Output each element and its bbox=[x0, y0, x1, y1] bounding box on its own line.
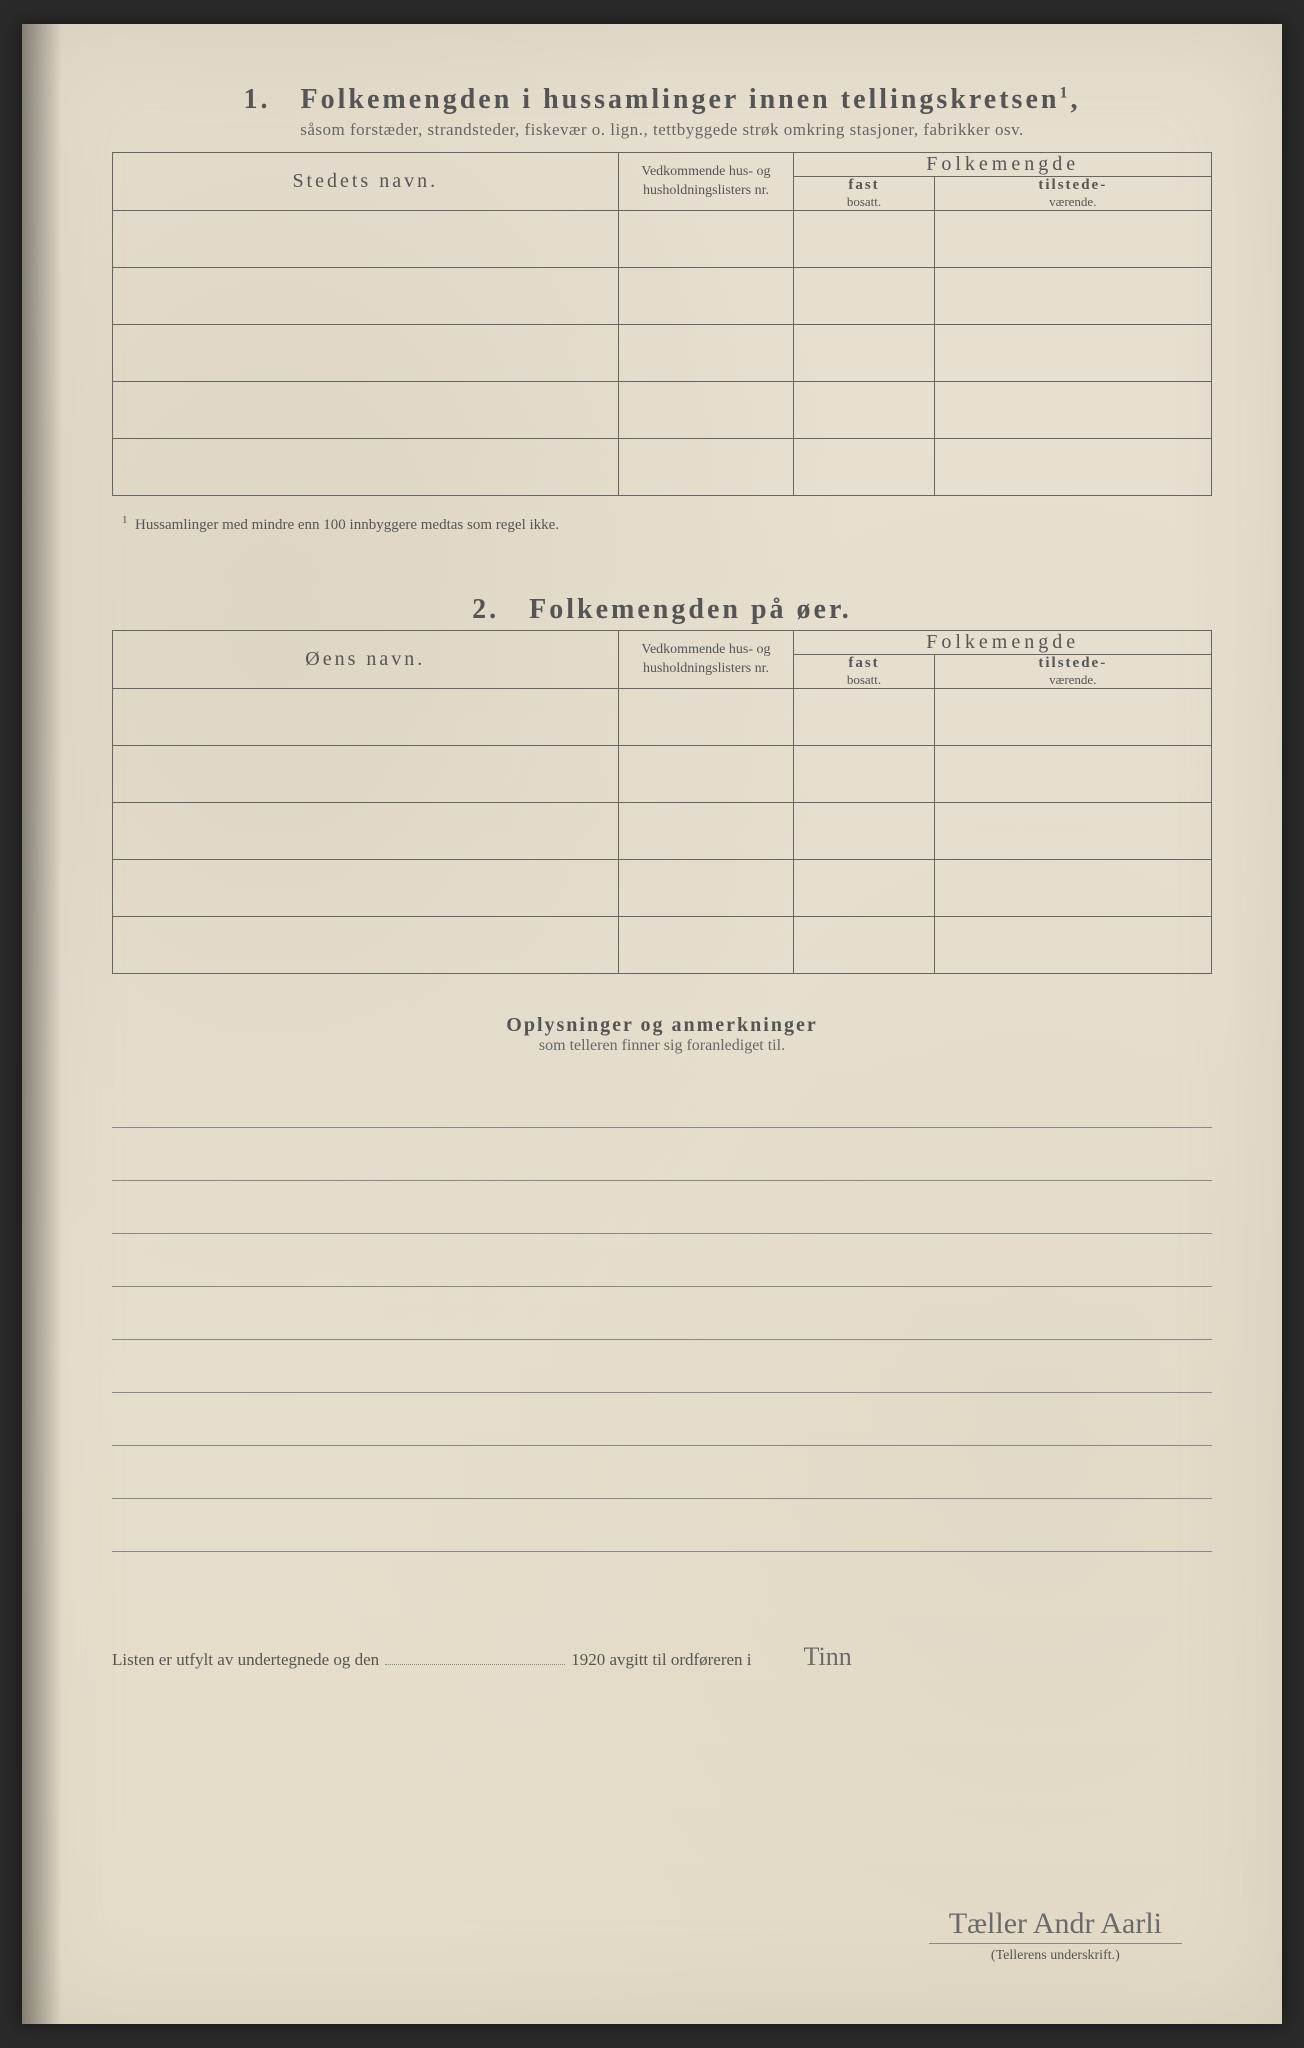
table-cell bbox=[113, 746, 619, 803]
s1-col-fast: fast bosatt. bbox=[794, 177, 934, 211]
sig-year: 1920 bbox=[571, 1650, 605, 1670]
s2-col-name: Øens navn. bbox=[113, 631, 619, 689]
remarks-title: Oplysninger og anmerkninger bbox=[112, 1014, 1212, 1037]
census-form-page: 1. Folkemengden i hussamlinger innen tel… bbox=[22, 24, 1282, 2024]
s1-col-name: Stedets navn. bbox=[113, 153, 619, 211]
table-row bbox=[113, 860, 1212, 917]
table-row bbox=[113, 268, 1212, 325]
table-cell bbox=[618, 268, 794, 325]
remark-line bbox=[112, 1499, 1212, 1552]
s2-col-fast: fast bosatt. bbox=[794, 655, 934, 689]
table-cell bbox=[113, 803, 619, 860]
table-row bbox=[113, 439, 1212, 496]
remark-line bbox=[112, 1287, 1212, 1340]
table-row bbox=[113, 211, 1212, 268]
table-cell bbox=[934, 382, 1211, 439]
table-row bbox=[113, 689, 1212, 746]
section1-sup: 1 bbox=[1059, 85, 1070, 102]
s1-col-til: tilstede- værende. bbox=[934, 177, 1211, 211]
table-row bbox=[113, 746, 1212, 803]
table-row bbox=[113, 917, 1212, 974]
remark-line bbox=[112, 1393, 1212, 1446]
sig-place-handwritten: Tinn bbox=[804, 1642, 852, 1672]
table-cell bbox=[934, 439, 1211, 496]
sig-pre: Listen er utfylt av undertegnede og den bbox=[112, 1650, 379, 1670]
section1-table: Stedets navn. Vedkommende hus- og hushol… bbox=[112, 152, 1212, 496]
remark-line bbox=[112, 1075, 1212, 1128]
table-cell bbox=[618, 439, 794, 496]
s2-col-pop: Folkemengde bbox=[794, 631, 1212, 655]
table-cell bbox=[618, 803, 794, 860]
table-cell bbox=[794, 439, 934, 496]
signature-caption: (Tellerens underskrift.) bbox=[929, 1948, 1182, 1964]
table-cell bbox=[934, 746, 1211, 803]
table-cell bbox=[618, 860, 794, 917]
table-cell bbox=[934, 860, 1211, 917]
section2-number: 2. bbox=[472, 594, 499, 625]
table-row bbox=[113, 325, 1212, 382]
sig-mid: avgitt til ordføreren i bbox=[609, 1650, 751, 1670]
section1-title-text: Folkemengden i hussamlinger innen tellin… bbox=[301, 84, 1060, 115]
remark-line bbox=[112, 1181, 1212, 1234]
s1-col-pop: Folkemengde bbox=[794, 153, 1212, 177]
table-cell bbox=[113, 689, 619, 746]
section1-subtitle: såsom forstæder, strandsteder, fiskevær … bbox=[112, 120, 1212, 140]
table-cell bbox=[794, 917, 934, 974]
table-cell bbox=[113, 211, 619, 268]
table-cell bbox=[113, 917, 619, 974]
table-cell bbox=[618, 689, 794, 746]
table-cell bbox=[794, 382, 934, 439]
table-cell bbox=[794, 746, 934, 803]
table-cell bbox=[618, 325, 794, 382]
table-cell bbox=[934, 689, 1211, 746]
s1-col-ref: Vedkommende hus- og husholdningslisters … bbox=[618, 153, 794, 211]
table-cell bbox=[794, 268, 934, 325]
s2-col-ref: Vedkommende hus- og husholdningslisters … bbox=[618, 631, 794, 689]
table-cell bbox=[934, 211, 1211, 268]
table-row bbox=[113, 803, 1212, 860]
table-cell bbox=[113, 325, 619, 382]
table-cell bbox=[794, 860, 934, 917]
s2-col-til: tilstede- værende. bbox=[934, 655, 1211, 689]
table-cell bbox=[934, 803, 1211, 860]
table-cell bbox=[618, 746, 794, 803]
table-cell bbox=[113, 382, 619, 439]
table-cell bbox=[618, 211, 794, 268]
section2-title-text: Folkemengden på øer. bbox=[529, 594, 852, 625]
section1-number: 1. bbox=[244, 84, 271, 115]
remarks-subtitle: som telleren finner sig foranlediget til… bbox=[112, 1037, 1212, 1055]
signature-area: Tæller Andr Aarli (Tellerens underskrift… bbox=[929, 1907, 1182, 1964]
remark-line bbox=[112, 1340, 1212, 1393]
table-cell bbox=[618, 382, 794, 439]
table-cell bbox=[934, 268, 1211, 325]
table-cell bbox=[113, 268, 619, 325]
remark-line bbox=[112, 1234, 1212, 1287]
table-cell bbox=[934, 917, 1211, 974]
section1-title: 1. Folkemengden i hussamlinger innen tel… bbox=[112, 84, 1212, 116]
table-cell bbox=[794, 211, 934, 268]
remark-line bbox=[112, 1446, 1212, 1499]
table-cell bbox=[113, 860, 619, 917]
table-cell bbox=[618, 917, 794, 974]
table-cell bbox=[794, 803, 934, 860]
signature-handwritten: Tæller Andr Aarli bbox=[929, 1907, 1182, 1944]
table-cell bbox=[794, 689, 934, 746]
signature-row: Listen er utfylt av undertegnede og den … bbox=[112, 1642, 1212, 1672]
section1-footnote: 1 Hussamlinger med mindre enn 100 innbyg… bbox=[122, 514, 1212, 534]
section2-table: Øens navn. Vedkommende hus- og husholdni… bbox=[112, 630, 1212, 974]
remark-line bbox=[112, 1128, 1212, 1181]
table-cell bbox=[794, 325, 934, 382]
table-cell bbox=[934, 325, 1211, 382]
table-row bbox=[113, 382, 1212, 439]
section2-title: 2. Folkemengden på øer. bbox=[112, 594, 1212, 626]
table-cell bbox=[113, 439, 619, 496]
sig-date-blank bbox=[385, 1664, 565, 1665]
remarks-lines bbox=[112, 1075, 1212, 1552]
